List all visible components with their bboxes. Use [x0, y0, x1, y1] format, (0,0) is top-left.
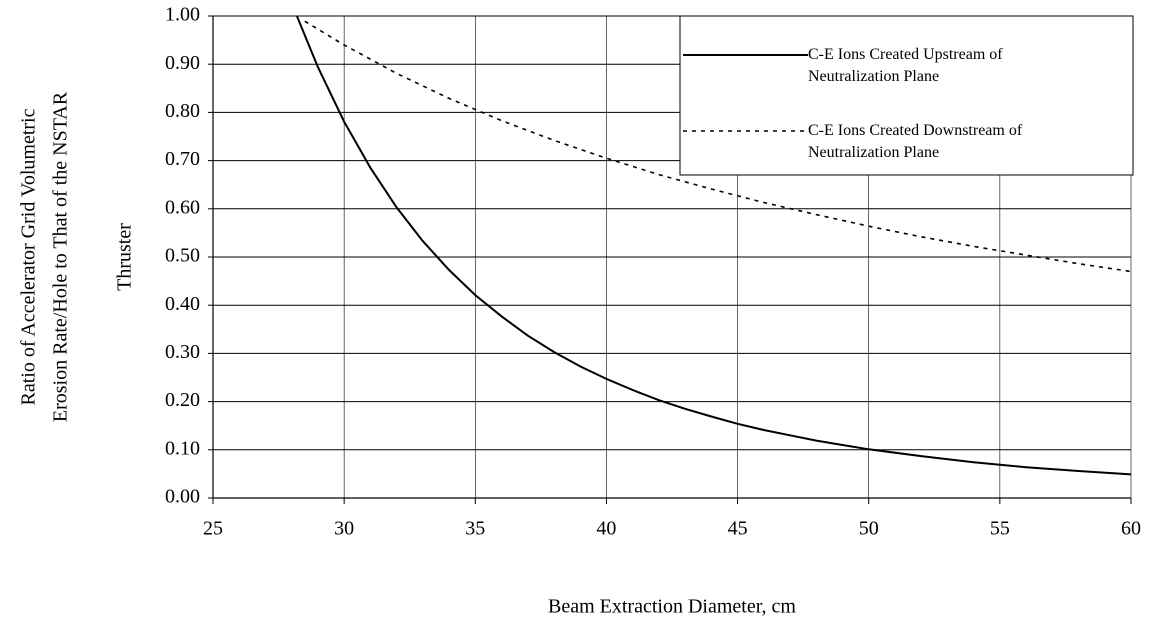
y-tick-label: 0.80: [165, 100, 200, 122]
legend-label: C-E Ions Created Upstream of Neutralizat…: [808, 46, 1003, 85]
y-axis-label: Ratio of Accelerator Grid Volumetric: [18, 108, 40, 405]
y-tick-label: 0.00: [165, 486, 200, 508]
y-axis-label: Erosion Rate/Hole to That of the NSTAR: [50, 91, 72, 422]
x-tick-label: 60: [1121, 518, 1141, 540]
y-tick-label: 0.50: [165, 245, 200, 267]
x-tick-label: 40: [596, 518, 616, 540]
legend-label: C-E Ions Created Downstream of Neutraliz…: [808, 122, 1023, 161]
y-tick-label: 0.20: [165, 389, 200, 411]
y-tick-label: 1.00: [165, 4, 200, 26]
legend: C-E Ions Created Upstream of Neutralizat…: [679, 15, 1134, 176]
y-tick-label: 0.90: [165, 52, 200, 74]
x-tick-label: 55: [990, 518, 1010, 540]
y-tick-label: 0.60: [165, 196, 200, 218]
x-axis-label: Beam Extraction Diameter, cm: [548, 596, 796, 618]
x-tick-label: 30: [334, 518, 354, 540]
y-tick-label: 0.70: [165, 148, 200, 170]
y-tick-label: 0.30: [165, 341, 200, 363]
x-tick-label: 45: [728, 518, 748, 540]
x-tick-label: 35: [465, 518, 485, 540]
y-tick-label: 0.40: [165, 293, 200, 315]
legend-box: [679, 15, 1134, 176]
x-tick-label: 50: [859, 518, 879, 540]
y-tick-label: 0.10: [165, 437, 200, 459]
legend-entry: C-E Ions Created Upstream of Neutralizat…: [808, 46, 1003, 85]
data-line: [304, 20, 1132, 273]
legend-entry: C-E Ions Created Downstream of Neutraliz…: [808, 122, 1023, 161]
y-axis-label: Thruster: [114, 223, 136, 291]
x-tick-label: 25: [203, 518, 223, 540]
data-line: [295, 15, 1132, 476]
